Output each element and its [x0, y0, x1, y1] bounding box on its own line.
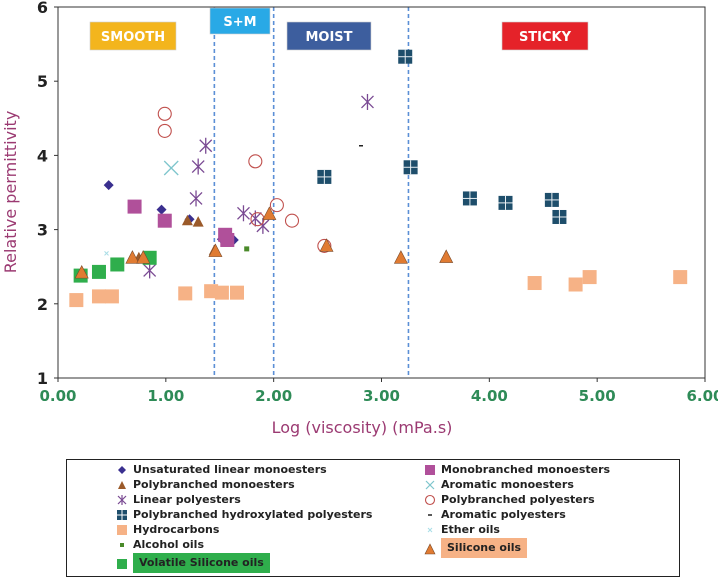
point-hydrocarbons	[568, 277, 583, 292]
square-plus-icon	[117, 510, 127, 520]
point-silicone-oils	[74, 264, 89, 279]
point-silicone-oils	[439, 249, 454, 263]
tiny-cross-icon	[427, 527, 433, 533]
plot-frame	[57, 6, 706, 379]
point-polybranched-hydroxylated-polyesters	[462, 191, 477, 206]
axes: 0.00 1.00 2.00 3.00 4.00 5.00 6.00 1 2 3 4 5 6	[37, 0, 718, 405]
svg-text:S+M: S+M	[223, 15, 256, 30]
point-aromatic-monoesters	[163, 160, 179, 176]
point-polybranched-monoesters	[181, 214, 193, 226]
point-polybranched-polyesters	[248, 154, 263, 169]
point-polybranched-hydroxylated-polyesters	[498, 195, 513, 210]
point-monobranched-monoesters	[220, 232, 235, 247]
circle-icon	[424, 494, 436, 506]
point-linear-polyesters	[143, 262, 157, 279]
x-tick-label: 2.00	[255, 387, 292, 405]
point-unsaturated-linear-monoesters	[103, 180, 114, 191]
point-hydrocarbons	[214, 285, 229, 300]
x-tick-label: 6.00	[686, 387, 718, 405]
point-silicone-oils	[136, 250, 151, 264]
y-axis-label: Relative permittivity	[1, 111, 20, 274]
square-icon	[117, 559, 127, 569]
data-points	[69, 49, 688, 308]
asterisk-icon	[117, 495, 127, 505]
svg-text:SMOOTH: SMOOTH	[101, 30, 165, 45]
small-square-icon	[120, 543, 124, 547]
point-linear-polyesters	[191, 158, 205, 175]
svg-text:STICKY: STICKY	[519, 30, 572, 45]
x-tick-label: 0.00	[39, 387, 76, 405]
point-hydrocarbons	[104, 289, 119, 304]
square-icon	[425, 465, 435, 475]
x-tick-label: 3.00	[363, 387, 400, 405]
y-tick-label: 2	[37, 295, 48, 314]
y-tick-label: 4	[37, 146, 48, 165]
point-hydrocarbons	[230, 285, 245, 300]
point-hydrocarbons	[582, 270, 597, 285]
point-silicone-oils	[393, 250, 408, 264]
point-hydrocarbons	[178, 286, 193, 301]
point-polybranched-hydroxylated-polyesters	[552, 209, 567, 224]
point-hydrocarbons	[204, 284, 219, 299]
point-linear-polyesters	[237, 205, 250, 222]
point-polybranched-polyesters	[269, 198, 284, 213]
point-ether-oils	[104, 250, 109, 256]
point-linear-polyesters	[256, 217, 270, 234]
point-silicone-oils	[125, 250, 140, 264]
x-tick-label: 4.00	[471, 387, 508, 405]
point-silicone-oils	[208, 243, 223, 257]
region-label-moist: MOIST	[286, 21, 372, 51]
point-monobranched-monoesters	[157, 213, 172, 228]
region-label-smooth: SMOOTH	[89, 21, 177, 51]
scatter-chart: SMOOTH S+M MOIST STICKY 0.00 1.00 2.00 3.00 4.0…	[1, 0, 718, 437]
point-hydrocarbons	[69, 293, 84, 308]
point-polybranched-hydroxylated-polyesters	[398, 49, 413, 64]
region-dividers	[213, 7, 410, 378]
dash-icon	[428, 514, 432, 516]
y-tick-label: 1	[37, 369, 48, 388]
point-hydrocarbons	[673, 270, 688, 285]
region-labels: SMOOTH S+M MOIST STICKY	[89, 7, 589, 51]
y-tick-label: 6	[37, 0, 48, 17]
point-polybranched-polyesters	[157, 123, 172, 138]
triangle-icon	[118, 481, 126, 489]
point-polybranched-polyesters	[250, 212, 265, 227]
point-unsaturated-linear-monoesters	[156, 204, 167, 215]
point-polybranched-polyesters	[157, 106, 172, 121]
point-polybranched-monoesters	[192, 216, 204, 227]
point-silicone-oils	[319, 238, 334, 252]
point-linear-polyesters	[361, 93, 374, 110]
point-polybranched-hydroxylated-polyesters	[317, 169, 332, 184]
region-label-sticky: STICKY	[501, 21, 589, 51]
point-linear-polyesters	[189, 190, 203, 207]
legend: Unsaturated linear monoesters Polybranch…	[66, 459, 680, 577]
y-tick-label: 5	[37, 72, 48, 91]
point-silicone-oils	[262, 206, 277, 220]
point-polybranched-hydroxylated-polyesters	[403, 160, 418, 175]
point-polybranched-polyesters	[284, 213, 300, 228]
svg-text:MOIST: MOIST	[305, 30, 352, 45]
cross-icon	[425, 480, 435, 490]
x-tick-label: 1.00	[147, 387, 184, 405]
y-tick-label: 3	[37, 221, 48, 240]
point-alcohol-oils	[244, 246, 250, 252]
point-volatile-silicone-oils	[110, 257, 125, 272]
point-monobranched-monoesters	[127, 199, 142, 214]
triangle-icon	[424, 543, 436, 555]
point-polybranched-hydroxylated-polyesters	[544, 192, 559, 207]
point-polybranched-polyesters	[317, 238, 332, 253]
point-hydrocarbons	[91, 289, 106, 304]
x-axis-label: Log (viscosity) (mPa.s)	[272, 418, 453, 437]
region-label-s-m: S+M	[209, 7, 271, 35]
point-hydrocarbons	[527, 276, 542, 291]
point-volatile-silicone-oils	[91, 264, 106, 279]
diamond-icon	[118, 466, 126, 474]
point-linear-polyesters	[199, 137, 213, 154]
x-tick-label: 5.00	[579, 387, 616, 405]
square-icon	[117, 525, 127, 535]
